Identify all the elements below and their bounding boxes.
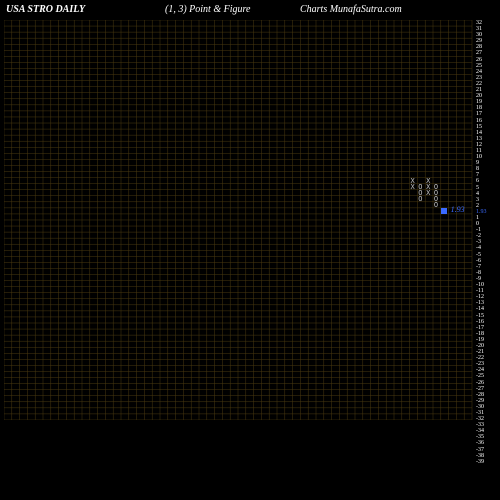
pf-o-mark: O (417, 196, 423, 202)
title-source: Charts MunafaSutra.com (300, 4, 402, 15)
chart-header: USA STRO DAILY (1, 3) Point & Figure Cha… (0, 4, 500, 20)
y-tick-label: -39 (476, 459, 498, 465)
y-axis-labels: 3231302928272625242322212019181716151413… (476, 20, 498, 496)
pf-o-mark: O (433, 202, 439, 208)
pf-x-mark: X (425, 190, 431, 196)
title-chart-type: (1, 3) Point & Figure (165, 4, 250, 15)
title-symbol: USA STRO DAILY (6, 4, 85, 15)
pf-columns: XXOOOXXXOOOO1.93 (4, 20, 474, 420)
pf-x-mark: X (410, 184, 416, 190)
current-price-label: 1.93 (451, 207, 465, 213)
current-price-box (441, 208, 447, 214)
